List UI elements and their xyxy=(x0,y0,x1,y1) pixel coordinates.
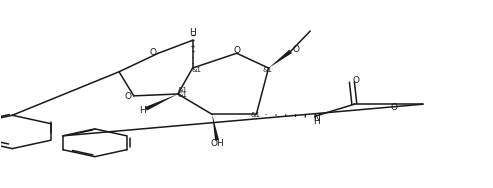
Text: &1: &1 xyxy=(177,87,187,93)
Text: O: O xyxy=(233,46,240,55)
Text: H: H xyxy=(313,117,319,126)
Text: O: O xyxy=(125,92,132,101)
Polygon shape xyxy=(212,114,219,141)
Text: OH: OH xyxy=(210,139,224,148)
Text: H: H xyxy=(189,28,196,37)
Text: &1: &1 xyxy=(191,67,201,73)
Text: N: N xyxy=(313,114,319,123)
Text: O: O xyxy=(390,103,397,112)
Text: H: H xyxy=(139,106,145,115)
Text: O: O xyxy=(149,48,156,57)
Text: &1: &1 xyxy=(177,92,187,98)
Text: O: O xyxy=(292,45,300,54)
Text: O: O xyxy=(352,76,359,85)
Polygon shape xyxy=(145,94,178,111)
Text: &1: &1 xyxy=(263,67,273,73)
Text: &1: &1 xyxy=(250,112,260,118)
Polygon shape xyxy=(269,50,292,68)
